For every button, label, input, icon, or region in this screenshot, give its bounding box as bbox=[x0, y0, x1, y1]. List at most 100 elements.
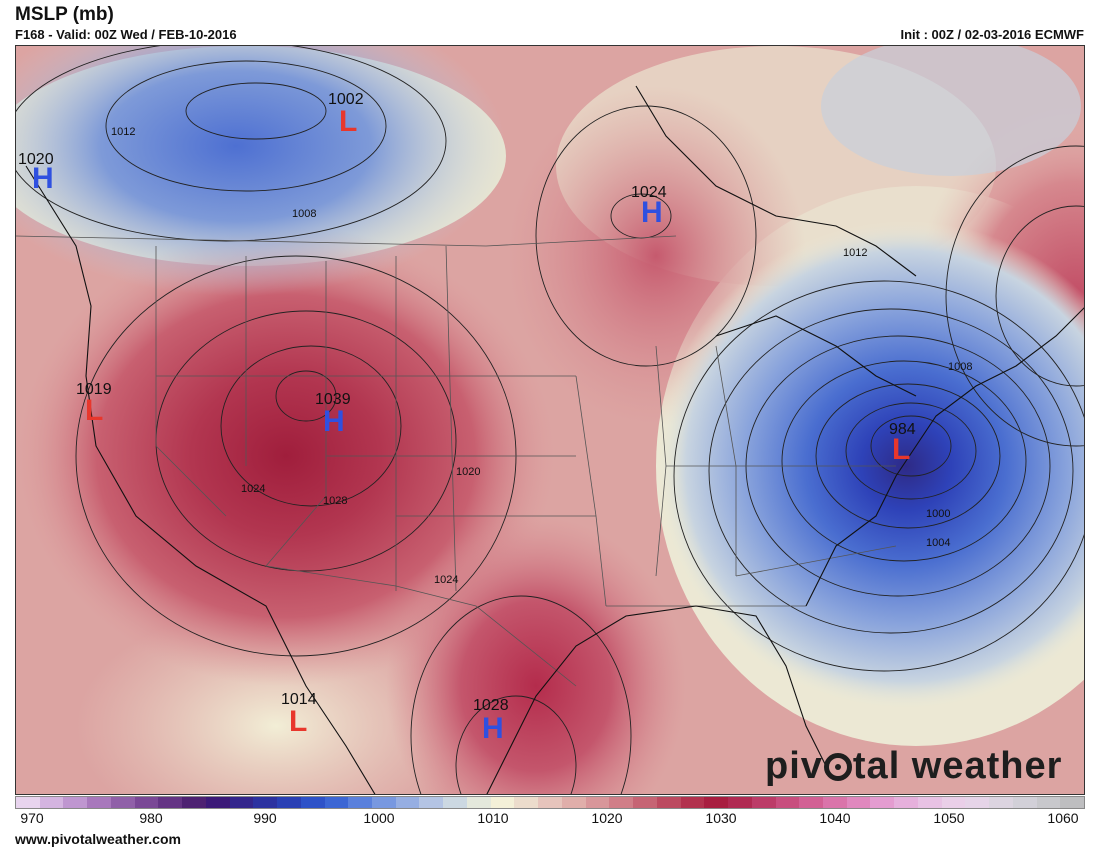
colorbar-swatch bbox=[182, 797, 206, 808]
isobars bbox=[16, 46, 1084, 794]
center-value: 1019 bbox=[76, 381, 112, 398]
pressure-center-low: 1014 L bbox=[281, 691, 317, 738]
colorbar-tick: 1030 bbox=[705, 810, 737, 826]
colorbar-swatch bbox=[989, 797, 1013, 808]
colorbar-tick: 970 bbox=[20, 810, 44, 826]
isobar-label: 1028 bbox=[323, 495, 347, 507]
colorbar-swatch bbox=[372, 797, 396, 808]
pressure-center-high: 1024 H bbox=[631, 184, 667, 229]
colorbar-swatch bbox=[941, 797, 966, 808]
colorbar-tick: 1010 bbox=[477, 810, 509, 826]
pivotal-weather-logo: piv tal weather bbox=[765, 745, 1062, 788]
colorbar-swatch bbox=[158, 797, 183, 808]
colorbar-swatch bbox=[728, 797, 752, 808]
isobar-label: 1012 bbox=[111, 126, 135, 138]
colorbar-swatch bbox=[704, 797, 729, 808]
colorbar-swatch bbox=[16, 797, 40, 808]
colorbar-swatch bbox=[917, 797, 942, 808]
center-symbol-high: H bbox=[482, 712, 504, 745]
map-title: MSLP (mb) bbox=[15, 4, 114, 25]
colorbar-swatch bbox=[799, 797, 823, 808]
isobar-label: 1008 bbox=[292, 208, 316, 220]
colorbar-swatch bbox=[514, 797, 539, 808]
colorbar-swatch bbox=[633, 797, 657, 808]
init-time: Init : 00Z / 02-03-2016 ECMWF bbox=[900, 27, 1085, 42]
isobar-label: 1024 bbox=[241, 483, 265, 495]
colorbar-swatch bbox=[680, 797, 705, 808]
isobar-label: 1020 bbox=[456, 466, 480, 478]
colorbar-swatch bbox=[324, 797, 349, 808]
center-symbol-low: L bbox=[289, 705, 307, 738]
colorbar-swatch bbox=[609, 797, 634, 808]
low-pressure-northeast-corner bbox=[821, 46, 1081, 176]
colorbar-swatch bbox=[1012, 797, 1037, 808]
center-value: 1039 bbox=[315, 391, 351, 408]
colorbar-swatch bbox=[419, 797, 444, 808]
valid-time: F168 - Valid: 00Z Wed / FEB-10-2016 bbox=[15, 27, 237, 42]
center-symbol-low: L bbox=[339, 105, 357, 138]
pressure-colorbar bbox=[15, 796, 1085, 809]
colorbar-tick: 1060 bbox=[1047, 810, 1079, 826]
colorbar-swatch bbox=[87, 797, 111, 808]
colorbar-swatch bbox=[846, 797, 871, 808]
logo-text-start: piv bbox=[765, 745, 823, 787]
center-symbol-low: L bbox=[892, 433, 910, 466]
colorbar-swatch bbox=[277, 797, 301, 808]
colorbar-swatch bbox=[134, 797, 159, 808]
low-pressure-northwest bbox=[16, 46, 506, 296]
isobar-label: 1012 bbox=[843, 247, 867, 259]
colorbar-swatch bbox=[1036, 797, 1061, 808]
colorbar-swatch bbox=[894, 797, 918, 808]
center-symbol-high: H bbox=[32, 162, 54, 195]
center-symbol-low: L bbox=[85, 394, 103, 427]
colorbar-swatch bbox=[870, 797, 895, 808]
center-symbol-high: H bbox=[641, 196, 663, 229]
colorbar-swatch bbox=[538, 797, 562, 808]
center-value: 984 bbox=[889, 421, 916, 438]
pressure-centers: 1002 L 1020 H 1024 H 1019 L 1039 H 984 L… bbox=[18, 91, 916, 745]
colorbar-swatch bbox=[466, 797, 491, 808]
pressure-center-low: 1002 L bbox=[328, 91, 364, 138]
pressure-center-high: 1028 H bbox=[473, 697, 509, 745]
colorbar-swatch bbox=[395, 797, 420, 808]
coastlines bbox=[25, 85, 1084, 794]
logo-text-end: tal weather bbox=[852, 745, 1063, 787]
colorbar-swatch bbox=[585, 797, 610, 808]
colorbar-swatch bbox=[63, 797, 88, 808]
pressure-map[interactable]: 1012 1008 1012 1008 1020 1024 1028 1024 … bbox=[15, 45, 1085, 795]
colorbar-tick: 1040 bbox=[819, 810, 851, 826]
colorbar-swatch bbox=[229, 797, 254, 808]
colorbar-swatch bbox=[443, 797, 467, 808]
center-value: 1020 bbox=[18, 151, 54, 168]
isobar-labels: 1012 1008 1012 1008 1020 1024 1028 1024 … bbox=[111, 126, 972, 586]
colorbar-swatch bbox=[965, 797, 990, 808]
center-value: 1028 bbox=[473, 697, 509, 714]
center-value: 1014 bbox=[281, 691, 317, 708]
colorbar-swatch bbox=[822, 797, 847, 808]
colorbar-swatch bbox=[775, 797, 800, 808]
colorbar-swatch bbox=[561, 797, 586, 808]
center-value: 1024 bbox=[631, 184, 667, 201]
colorbar-tick: 990 bbox=[253, 810, 277, 826]
isobar-label: 1004 bbox=[926, 537, 950, 549]
site-url[interactable]: www.pivotalweather.com bbox=[15, 831, 181, 847]
pressure-center-low: 984 L bbox=[889, 421, 916, 466]
colorbar-ticks: 970 980 990 1000 1010 1020 1030 1040 105… bbox=[15, 810, 1085, 828]
colorbar-swatch bbox=[205, 797, 230, 808]
center-symbol-high: H bbox=[323, 405, 345, 438]
colorbar-tick: 1000 bbox=[363, 810, 395, 826]
colorbar-swatch bbox=[348, 797, 373, 808]
logo-o-icon bbox=[823, 753, 852, 781]
colorbar-tick: 1020 bbox=[591, 810, 623, 826]
pressure-center-high: 1039 H bbox=[315, 391, 351, 438]
high-pressure-west bbox=[16, 226, 556, 686]
political-borders bbox=[16, 235, 897, 687]
colorbar-swatch bbox=[1060, 797, 1085, 808]
isobar-label: 1024 bbox=[434, 574, 458, 586]
colorbar-swatch bbox=[490, 797, 515, 808]
colorbar-swatch bbox=[39, 797, 64, 808]
colorbar-tick: 1050 bbox=[933, 810, 965, 826]
isobar-label: 1000 bbox=[926, 508, 950, 520]
colorbar-swatch bbox=[110, 797, 135, 808]
colorbar-swatch bbox=[300, 797, 325, 808]
